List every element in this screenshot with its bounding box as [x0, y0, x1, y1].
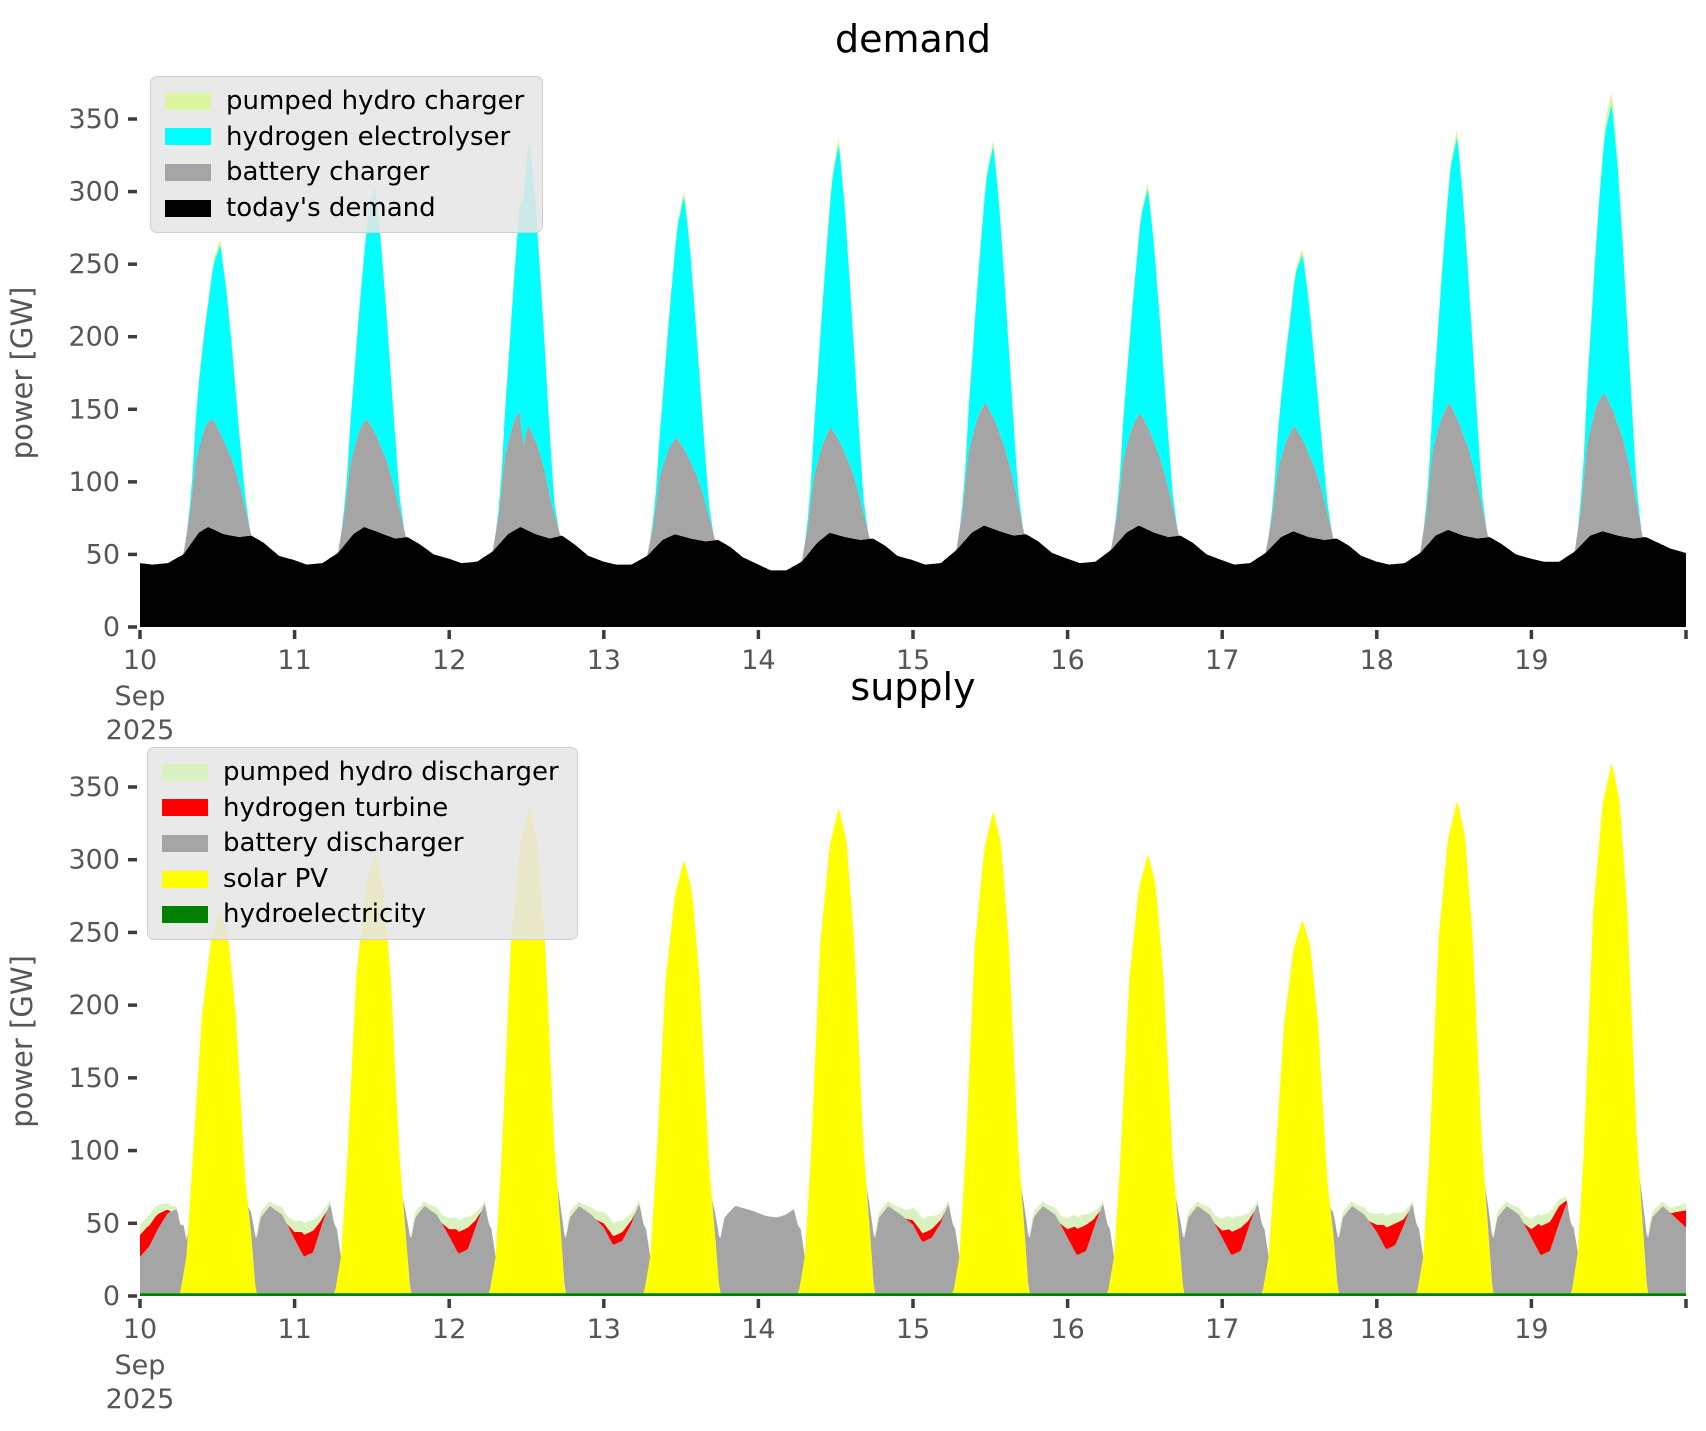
legend-item-pumped-hydro-charger: pumped hydro charger — [165, 87, 524, 116]
y-tick-label: 50 — [86, 539, 120, 570]
x-tick-label: 10 — [123, 1314, 157, 1345]
x-tick-label: 17 — [1205, 645, 1239, 676]
legend-swatch-hydrogen-turbine — [162, 799, 208, 817]
legend-swatch-battery-charger — [165, 163, 211, 181]
y-tick-label: 250 — [68, 249, 120, 280]
x-tick-label: 12 — [432, 645, 466, 676]
legend-label: solar PV — [223, 863, 329, 894]
x-tick-label: 16 — [1050, 1314, 1084, 1345]
legend-label: battery charger — [226, 157, 430, 188]
x-tick-label: 15 — [896, 645, 930, 676]
x-tick-label: 18 — [1360, 1314, 1394, 1345]
legend-item-hydrogen-turbine: hydrogen turbine — [162, 792, 559, 823]
x-tick-label: 10 — [123, 645, 157, 676]
legend-item-pumped-hydro-discharger: pumped hydro discharger — [162, 758, 559, 787]
y-tick-label: 350 — [68, 772, 120, 803]
legend-swatch-battery-discharger — [162, 834, 208, 852]
y-tick-label: 250 — [68, 917, 120, 948]
x-tick-label: 14 — [741, 1314, 775, 1345]
legend-item-hydroelectricity: hydroelectricity — [162, 900, 559, 929]
legend-swatch-pumped-hydro-charger — [165, 92, 211, 110]
y-tick-label: 300 — [68, 845, 120, 876]
x-axis-note-year: 2025 — [106, 1384, 175, 1415]
y-axis-label: power [GW] — [5, 287, 39, 460]
legend-item-battery-discharger: battery discharger — [162, 829, 559, 858]
y-tick-label: 0 — [103, 1281, 120, 1312]
chart-title-supply: supply — [850, 665, 975, 709]
x-tick-label: 13 — [587, 1314, 621, 1345]
legend-label: hydrogen electrolyser — [226, 121, 511, 152]
x-tick-label: 16 — [1050, 645, 1084, 676]
x-axis-note-month: Sep — [115, 1350, 166, 1381]
y-tick-label: 0 — [103, 612, 120, 643]
area-today-s-demand — [140, 525, 1686, 627]
chart-title-demand: demand — [835, 17, 991, 61]
legend-label: pumped hydro charger — [226, 86, 525, 116]
demand-legend: pumped hydro charger hydrogen electrolyse… — [150, 76, 544, 234]
supply-legend: pumped hydro discharger hydrogen turbine b… — [147, 747, 578, 940]
y-tick-label: 100 — [68, 1136, 120, 1167]
x-tick-label: 13 — [587, 645, 621, 676]
legend-item-solar-pv: solar PV — [162, 865, 559, 894]
x-tick-label: 19 — [1514, 1314, 1548, 1345]
y-tick-label: 300 — [68, 177, 120, 208]
y-tick-label: 150 — [68, 394, 120, 425]
legend-swatch-solar-pv — [162, 870, 208, 888]
y-tick-label: 200 — [68, 322, 120, 353]
legend-item-hydrogen-electrolyser: hydrogen electrolyser — [165, 121, 524, 152]
y-tick-label: 350 — [68, 104, 120, 135]
legend-label: today's demand — [226, 192, 436, 223]
y-axis-label: power [GW] — [5, 955, 39, 1128]
legend-item-today-s-demand: today's demand — [165, 194, 524, 223]
x-tick-label: 11 — [277, 645, 311, 676]
y-tick-label: 200 — [68, 990, 120, 1021]
y-tick-label: 100 — [68, 467, 120, 498]
legend-swatch-today-s-demand — [165, 199, 211, 217]
area-battery-charger — [140, 393, 1686, 571]
x-tick-label: 12 — [432, 1314, 466, 1345]
y-tick-label: 50 — [86, 1208, 120, 1239]
legend-label: hydrogen turbine — [223, 792, 449, 823]
x-tick-label: 18 — [1360, 645, 1394, 676]
y-tick-label: 150 — [68, 1063, 120, 1094]
x-tick-label: 19 — [1514, 645, 1548, 676]
x-tick-label: 15 — [896, 1314, 930, 1345]
x-tick-label: 11 — [277, 1314, 311, 1345]
x-axis-note-month: Sep — [115, 681, 166, 712]
x-tick-label: 14 — [741, 645, 775, 676]
legend-swatch-hydrogen-electrolyser — [165, 128, 211, 146]
x-tick-label: 17 — [1205, 1314, 1239, 1345]
legend-label: pumped hydro discharger — [223, 757, 559, 787]
legend-swatch-pumped-hydro-discharger — [162, 763, 208, 781]
x-axis-note-year: 2025 — [106, 715, 175, 746]
area-battery-discharger — [140, 763, 1686, 1294]
legend-item-battery-charger: battery charger — [165, 158, 524, 187]
legend-swatch-hydroelectricity — [162, 906, 208, 924]
legend-label: battery discharger — [223, 828, 464, 859]
area-hydroelectricity — [140, 1293, 1686, 1296]
legend-label: hydroelectricity — [223, 899, 427, 930]
